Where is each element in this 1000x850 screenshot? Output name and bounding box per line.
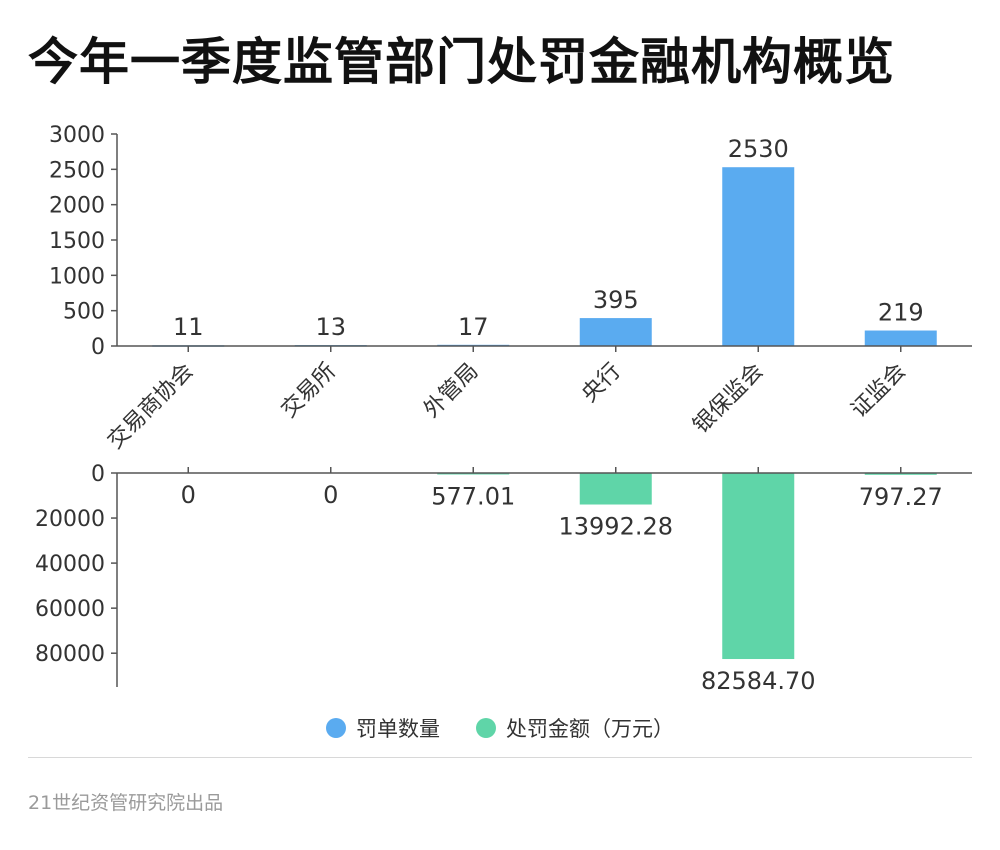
footer-divider <box>28 757 972 758</box>
category-label-zjh: 证监会 <box>847 359 911 423</box>
legend-item-count[interactable]: 罚单数量 <box>326 713 440 743</box>
bottom-y-tick-label: 0 <box>91 462 105 487</box>
bottom-y-tick-label: 40000 <box>35 552 105 577</box>
category-label-jys: 交易所 <box>277 359 341 423</box>
bottom-y-tick-label: 80000 <box>35 642 105 667</box>
amount-data-label-jys: 0 <box>323 481 338 509</box>
category-label-jyshxh: 交易商协会 <box>103 359 198 454</box>
bar-chart: 0 500 1000 1500 2000 2500 3000 11 13 17 395 2530 219… <box>35 123 972 695</box>
top-y-tick-label: 2500 <box>49 158 105 183</box>
count-data-label-zjh: 219 <box>878 299 924 327</box>
top-y-tick-label: 0 <box>91 335 105 360</box>
bottom-y-tick-label: 60000 <box>35 597 105 622</box>
legend-label-count: 罚单数量 <box>356 717 440 741</box>
penalty-amount-chart: 0 20000 40000 60000 80000 0 0 577.01 13992.28 825… <box>35 462 972 695</box>
footer-source: 21世纪资管研究院出品 <box>28 792 224 814</box>
legend-item-amount[interactable]: 处罚金额（万元） <box>476 713 674 743</box>
category-label-wgj: 外管局 <box>419 359 483 423</box>
amount-data-label-zjh: 797.27 <box>859 483 943 511</box>
top-y-tick-label: 2000 <box>49 194 105 219</box>
category-label-yh: 央行 <box>577 359 626 408</box>
bottom-y-tick-label: 20000 <box>35 507 105 532</box>
legend-label-amount: 处罚金额（万元） <box>506 717 674 741</box>
top-y-tick-label: 1000 <box>49 264 105 289</box>
chart-title: 今年一季度监管部门处罚金融机构概览 <box>28 33 895 91</box>
category-label-ybjh: 银保监会 <box>689 359 769 439</box>
penalty-count-chart: 0 500 1000 1500 2000 2500 3000 11 13 17 395 2530 219 <box>49 123 972 360</box>
amount-data-label-wgj: 577.01 <box>431 482 515 510</box>
top-y-tick-label: 1500 <box>49 229 105 254</box>
legend: 罚单数量 处罚金额（万元） <box>0 713 1000 743</box>
amount-bar-ybjh[interactable] <box>722 473 795 660</box>
amount-bar-zjh[interactable] <box>864 473 937 475</box>
amount-data-label-yh: 13992.28 <box>558 513 673 541</box>
count-data-label-wgj: 17 <box>458 313 489 341</box>
top-y-tick-label: 500 <box>63 300 105 325</box>
amount-data-label-jyshxh: 0 <box>181 481 196 509</box>
amount-data-label-ybjh: 82584.70 <box>701 667 816 695</box>
legend-swatch-amount <box>476 718 496 738</box>
count-data-label-jys: 13 <box>315 313 346 341</box>
top-y-tick-label: 3000 <box>49 123 105 148</box>
amount-bar-yh[interactable] <box>579 473 652 505</box>
count-data-label-ybjh: 2530 <box>728 135 789 163</box>
legend-swatch-count <box>326 718 346 738</box>
count-bar-yh[interactable] <box>579 318 652 346</box>
count-data-label-jyshxh: 11 <box>173 313 204 341</box>
count-data-label-yh: 395 <box>593 286 639 314</box>
category-labels: 交易商协会 交易所 外管局 央行 银保监会 证监会 <box>103 359 911 454</box>
count-bar-zjh[interactable] <box>864 330 937 346</box>
count-bar-ybjh[interactable] <box>722 167 795 346</box>
